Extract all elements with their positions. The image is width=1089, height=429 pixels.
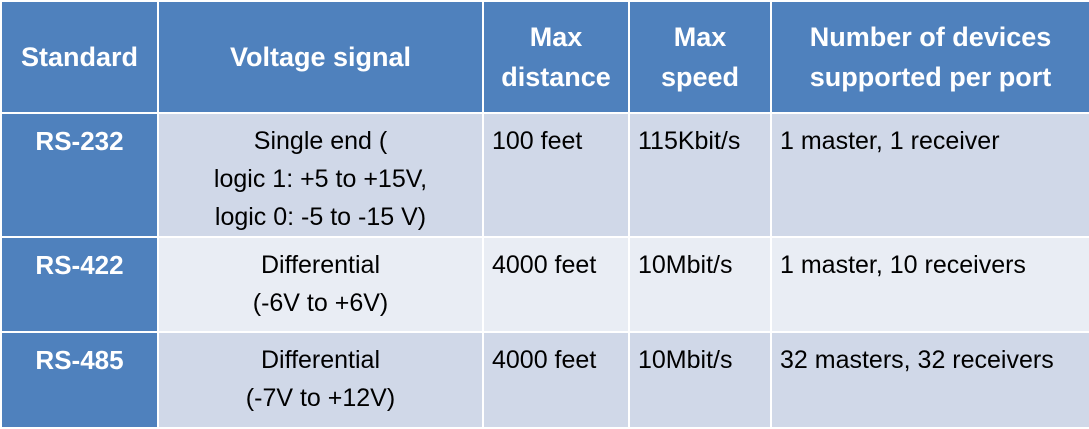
max-speed-cell: 10Mbit/s (628, 331, 772, 429)
header-max-distance-line-1: Max (529, 22, 583, 52)
header-max-speed-line-2: speed (660, 62, 740, 92)
devices-cell: 1 master, 10 receivers (770, 236, 1089, 333)
table-row: RS-422 Differential (-6V to +6V) 4000 fe… (0, 236, 1089, 333)
voltage-signal-cell: Single end ( logic 1: +5 to +15V, logic … (157, 112, 484, 238)
header-number-of-devices: Number of devices supported per port (770, 0, 1089, 114)
max-speed-cell: 115Kbit/s (628, 112, 772, 238)
header-voltage-signal: Voltage signal (157, 0, 484, 114)
voltage-signal-cell: Differential (-6V to +6V) (157, 236, 484, 333)
voltage-line: Differential (260, 251, 381, 279)
voltage-line: logic 1: +5 to +15V, (213, 165, 428, 193)
header-devices-line-2: supported per port (809, 62, 1052, 92)
table-row: RS-232 Single end ( logic 1: +5 to +15V,… (0, 112, 1089, 238)
table-row: RS-485 Differential (-7V to +12V) 4000 f… (0, 331, 1089, 429)
voltage-line: logic 0: -5 to -15 V) (214, 203, 427, 231)
devices-cell: 1 master, 1 receiver (770, 112, 1089, 238)
voltage-line: (-6V to +6V) (252, 289, 389, 317)
header-max-speed-line-1: Max (673, 22, 727, 52)
voltage-line: Single end ( (253, 127, 388, 155)
voltage-signal-cell: Differential (-7V to +12V) (157, 331, 484, 429)
voltage-line: Differential (260, 346, 381, 374)
max-speed-cell: 10Mbit/s (628, 236, 772, 333)
header-row: Standard Voltage signal Max distance Max… (0, 0, 1089, 114)
voltage-line: (-7V to +12V) (245, 384, 396, 412)
row-standard-label: RS-232 (0, 112, 159, 238)
devices-cell: 32 masters, 32 receivers (770, 331, 1089, 429)
header-max-speed: Max speed (628, 0, 772, 114)
max-distance-cell: 100 feet (482, 112, 630, 238)
row-standard-label: RS-485 (0, 331, 159, 429)
max-distance-cell: 4000 feet (482, 331, 630, 429)
header-devices-line-1: Number of devices (809, 22, 1052, 52)
row-standard-label: RS-422 (0, 236, 159, 333)
header-max-distance: Max distance (482, 0, 630, 114)
header-standard: Standard (0, 0, 159, 114)
max-distance-cell: 4000 feet (482, 236, 630, 333)
header-max-distance-line-2: distance (501, 62, 611, 92)
